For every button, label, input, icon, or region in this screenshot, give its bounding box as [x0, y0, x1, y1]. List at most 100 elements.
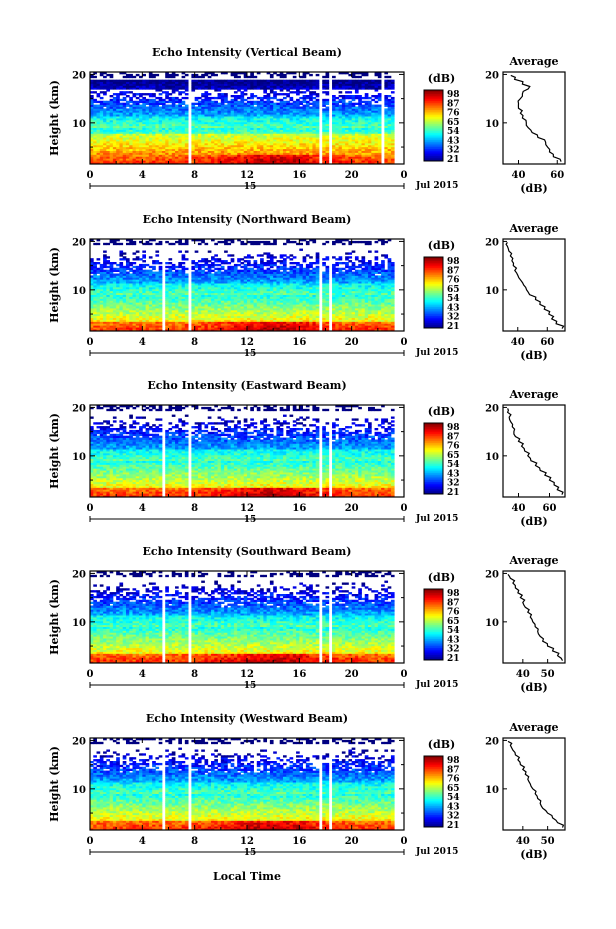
- x-tick-label: 20: [345, 503, 359, 514]
- x-tick-label: 0: [401, 503, 408, 514]
- colorbar-frame: [423, 588, 444, 661]
- heatmap: [90, 405, 395, 498]
- colorbar-unit: (dB): [428, 738, 455, 751]
- average-frame: [502, 570, 566, 664]
- x-tick-label: 20: [345, 669, 359, 680]
- day-label: 15: [244, 349, 257, 359]
- date-label: Jul 2015: [415, 514, 458, 524]
- y-tick-label: 10: [72, 286, 86, 297]
- y-tick-label: 20: [72, 403, 86, 414]
- x-tick-label: 8: [191, 836, 198, 847]
- y-axis-label: Height (km): [48, 579, 61, 655]
- avg-x-label: (dB): [520, 848, 547, 861]
- panel-4: Echo Intensity (Westward Beam) Height (km…: [48, 712, 566, 861]
- x-tick-label: 0: [401, 669, 408, 680]
- x-tick-label: 16: [292, 503, 306, 514]
- x-tick-label: 4: [139, 669, 146, 680]
- colorbar-tick-label: 76: [447, 608, 460, 618]
- panel-title: Echo Intensity (Southward Beam): [143, 545, 352, 558]
- colorbar-tick-label: 43: [447, 469, 460, 479]
- y-axis-label: Height (km): [48, 247, 61, 323]
- x-tick-label: 20: [345, 170, 359, 181]
- avg-x-tick-label: 60: [543, 503, 557, 514]
- day-label: 15: [244, 681, 257, 691]
- heatmap: [90, 738, 395, 831]
- colorbar: [424, 423, 443, 495]
- y-tick-label: 20: [72, 70, 86, 81]
- colorbar-frame: [423, 755, 444, 828]
- colorbar-tick-label: 21: [447, 654, 460, 664]
- panel-title: Echo Intensity (Eastward Beam): [147, 379, 346, 392]
- average-title: Average: [508, 554, 558, 567]
- average-profile-line: [507, 574, 564, 661]
- colorbar-tick-label: 87: [447, 765, 460, 775]
- x-tick-label: 8: [191, 337, 198, 348]
- date-label: Jul 2015: [415, 680, 458, 690]
- colorbar-unit: (dB): [428, 405, 455, 418]
- y-axis-label: Height (km): [48, 413, 61, 489]
- day-label: 15: [244, 515, 257, 525]
- colorbar: [424, 90, 443, 162]
- colorbar-tick-label: 21: [447, 821, 460, 831]
- colorbar-tick-label: 21: [447, 155, 460, 165]
- avg-y-tick-label: 10: [485, 785, 499, 796]
- y-tick-label: 20: [72, 569, 86, 580]
- colorbar-frame: [423, 422, 444, 495]
- colorbar-tick-label: 54: [447, 626, 460, 636]
- date-label: Jul 2015: [415, 181, 458, 191]
- x-tick-label: 16: [292, 170, 306, 181]
- average-title: Average: [508, 55, 558, 68]
- colorbar-tick-label: 65: [447, 451, 460, 461]
- colorbar-tick-label: 43: [447, 136, 460, 146]
- colorbar-frame: [423, 89, 444, 162]
- average-frame: [502, 404, 566, 498]
- x-tick-label: 12: [240, 337, 254, 348]
- avg-x-tick-label: 60: [550, 170, 564, 181]
- colorbar-tick-label: 87: [447, 266, 460, 276]
- x-tick-label: 0: [401, 170, 408, 181]
- avg-x-label: (dB): [520, 182, 547, 195]
- x-tick-label: 20: [345, 836, 359, 847]
- panel-title: Echo Intensity (Vertical Beam): [152, 46, 342, 59]
- average-profile-line: [505, 242, 565, 329]
- colorbar: [424, 756, 443, 828]
- average-title: Average: [508, 222, 558, 235]
- colorbar-tick-label: 43: [447, 635, 460, 645]
- average-frame: [502, 737, 566, 831]
- y-tick-label: 20: [72, 736, 86, 747]
- colorbar-tick-label: 98: [447, 257, 460, 267]
- colorbar-unit: (dB): [428, 239, 455, 252]
- colorbar-frame: [423, 256, 444, 329]
- colorbar-tick-label: 32: [447, 146, 460, 156]
- avg-y-tick-label: 10: [485, 618, 499, 629]
- x-tick-label: 16: [292, 669, 306, 680]
- colorbar-tick-label: 76: [447, 442, 460, 452]
- colorbar-tick-label: 54: [447, 294, 460, 304]
- x-tick-label: 0: [87, 669, 94, 680]
- heatmap: [90, 239, 395, 332]
- avg-x-label: (dB): [520, 515, 547, 528]
- colorbar-tick-label: 98: [447, 589, 460, 599]
- y-tick-label: 20: [72, 237, 86, 248]
- colorbar-tick-label: 98: [447, 90, 460, 100]
- y-tick-label: 10: [72, 785, 86, 796]
- avg-y-tick-label: 20: [485, 70, 499, 81]
- x-tick-label: 4: [139, 337, 146, 348]
- avg-y-tick-label: 20: [485, 237, 499, 248]
- colorbar-unit: (dB): [428, 571, 455, 584]
- y-tick-label: 10: [72, 618, 86, 629]
- heatmap: [90, 72, 395, 165]
- colorbar-tick-label: 76: [447, 109, 460, 119]
- x-tick-label: 8: [191, 503, 198, 514]
- avg-x-tick-label: 60: [540, 337, 554, 348]
- average-profile-line: [507, 740, 565, 828]
- y-axis-label: Height (km): [48, 80, 61, 156]
- x-tick-label: 0: [87, 170, 94, 181]
- average-profile-line: [510, 74, 562, 162]
- x-tick-label: 12: [240, 836, 254, 847]
- colorbar-tick-label: 87: [447, 432, 460, 442]
- y-axis-label: Height (km): [48, 746, 61, 822]
- average-frame: [502, 71, 566, 165]
- avg-x-tick-label: 40: [516, 669, 530, 680]
